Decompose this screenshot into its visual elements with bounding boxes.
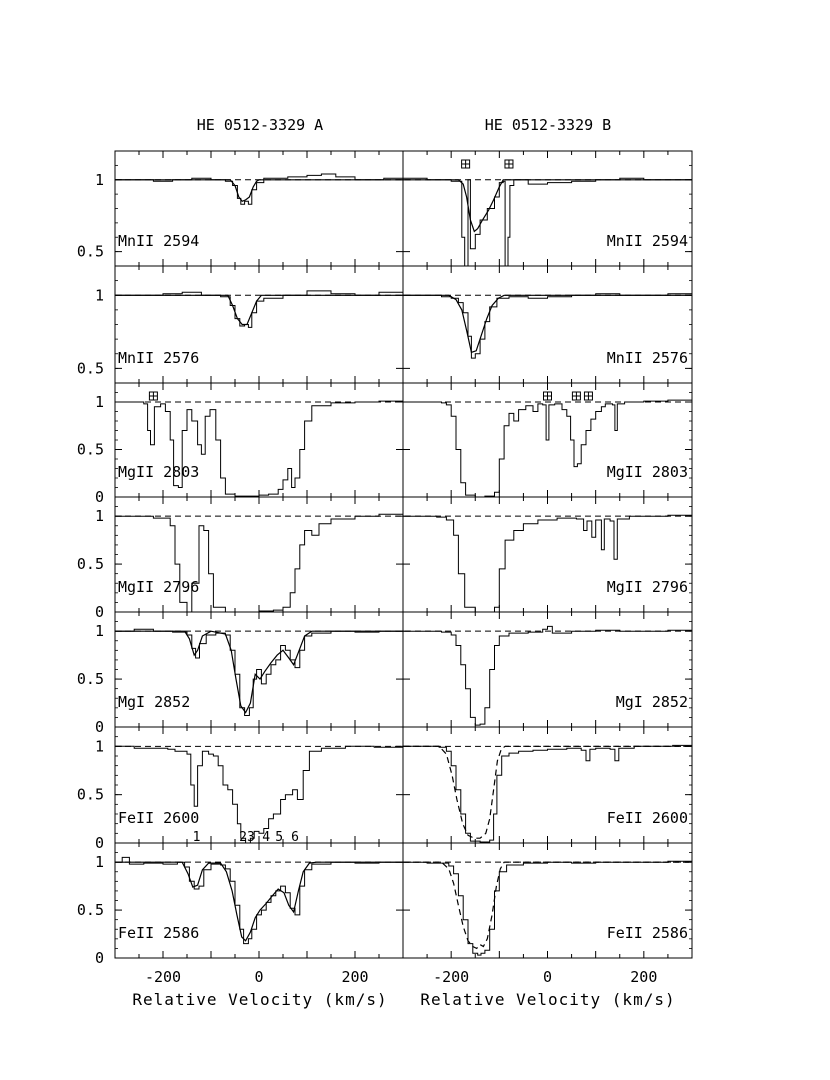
y-tick-label: 0.5 (77, 670, 104, 688)
fit-b (403, 179, 692, 233)
line-label-a: MgII 2796 (118, 578, 199, 596)
y-tick-label: 0 (95, 718, 104, 736)
x-tick-label: 200 (630, 968, 657, 986)
y-tick-label: 1 (95, 853, 104, 871)
line-label-a: MgI 2852 (118, 693, 190, 711)
component-label: 1 (193, 830, 201, 845)
x-tick-label: -200 (433, 968, 469, 986)
spectrum-a (115, 856, 404, 945)
line-label-b: MgII 2803 (607, 463, 688, 481)
line-label-b: FeII 2586 (607, 924, 688, 942)
fit-b (403, 861, 692, 950)
spectrum-a (115, 513, 404, 613)
y-tick-label: 1 (95, 393, 104, 411)
x-axis-title-a: Relative Velocity (km/s) (132, 990, 387, 1009)
fit-a (115, 630, 403, 714)
spectrum-b (403, 514, 693, 613)
column-title-b: HE 0512-3329 B (485, 116, 611, 134)
y-tick-label: 0.5 (77, 901, 104, 919)
component-label: 5 (275, 830, 283, 845)
spectrum-a (115, 290, 404, 328)
spectrum-b (403, 625, 693, 726)
x-tick-label: -200 (145, 968, 181, 986)
fit-b (403, 294, 692, 354)
line-label-a: FeII 2586 (118, 924, 199, 942)
spectrum-b (403, 293, 693, 359)
x-tick-label: 200 (341, 968, 368, 986)
spectrum-b (403, 177, 693, 267)
y-tick-label: 0 (95, 488, 104, 506)
component-label: 6 (291, 830, 299, 845)
spectrum-a (115, 745, 404, 844)
spectrum-a (115, 400, 404, 497)
y-tick-label: 0.5 (77, 243, 104, 261)
y-tick-label: 0 (95, 603, 104, 621)
x-tick-label: 0 (543, 968, 552, 986)
fit-a (115, 179, 403, 203)
line-label-b: MnII 2594 (607, 232, 688, 250)
line-label-b: MgI 2852 (616, 693, 688, 711)
spectrum-b (403, 399, 693, 498)
y-tick-label: 1 (95, 171, 104, 189)
x-tick-label: 0 (254, 968, 263, 986)
y-tick-label: 0.5 (77, 441, 104, 459)
y-tick-label: 0 (95, 834, 104, 852)
line-label-a: MgII 2803 (118, 463, 199, 481)
y-tick-label: 1 (95, 286, 104, 304)
y-tick-label: 0.5 (77, 786, 104, 804)
line-label-a: MnII 2594 (118, 232, 199, 250)
spectrum-a (115, 628, 403, 716)
y-tick-label: 1 (95, 737, 104, 755)
y-tick-label: 0.5 (77, 555, 104, 573)
line-label-b: MgII 2796 (607, 578, 688, 596)
line-label-a: MnII 2576 (118, 349, 199, 367)
spectrum-a (115, 173, 404, 205)
component-label: 4 (262, 830, 270, 845)
fit-a (115, 294, 403, 326)
line-label-a: FeII 2600 (118, 809, 199, 827)
x-axis-title-b: Relative Velocity (km/s) (420, 990, 675, 1009)
component-label: 23 (239, 830, 255, 845)
line-label-b: FeII 2600 (607, 809, 688, 827)
line-label-b: MnII 2576 (607, 349, 688, 367)
y-tick-label: 1 (95, 622, 104, 640)
fit-a (115, 861, 403, 942)
spectrum-b (403, 860, 693, 956)
y-tick-label: 0.5 (77, 359, 104, 377)
y-tick-label: 1 (95, 507, 104, 525)
panels-layer: 0.5 1 MnII 2594 MnII 2594 0.5 1 MnII 2576 MnII … (77, 150, 693, 986)
y-tick-label: 0 (95, 949, 104, 967)
spectrum-b (403, 744, 693, 843)
column-title-a: HE 0512-3329 A (197, 116, 323, 134)
fit-b (403, 745, 692, 839)
